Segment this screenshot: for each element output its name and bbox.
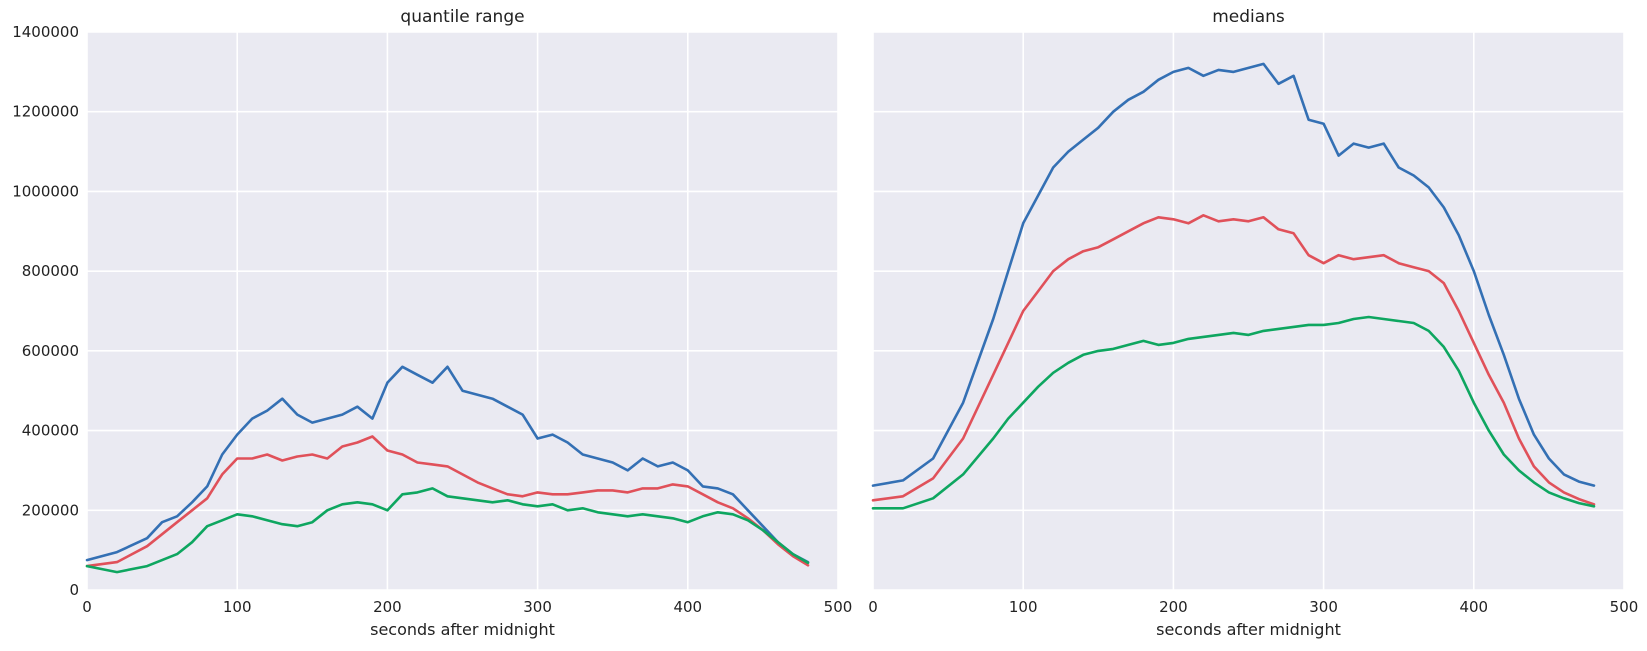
x-axis-label: seconds after midnight [1156, 620, 1341, 639]
y-tick-label: 1400000 [12, 23, 79, 41]
grid-lines [872, 31, 1625, 591]
x-tick-label: 200 [1159, 598, 1188, 616]
x-tick-labels: 0 100 200 300 400 500 [82, 598, 852, 616]
x-tick-label: 100 [1009, 598, 1038, 616]
x-tick-label: 500 [824, 598, 853, 616]
x-tick-label: 200 [373, 598, 402, 616]
series-line-2 [85, 435, 810, 568]
grid-lines [86, 31, 839, 591]
y-tick-label: 1200000 [12, 103, 79, 121]
series-line-3 [85, 487, 810, 574]
y-tick-label: 400000 [22, 422, 79, 440]
x-tick-label: 400 [673, 598, 702, 616]
x-tick-labels: 0 100 200 300 400 500 [868, 598, 1638, 616]
series-line-2 [871, 214, 1596, 506]
x-tick-label: 0 [82, 598, 92, 616]
series-line-1 [85, 365, 810, 564]
panel-medians: 0 100 200 300 400 500 medians seconds after m… [868, 7, 1638, 639]
series-lines [85, 365, 810, 574]
series-lines [871, 62, 1596, 510]
y-tick-labels: 0 200000 400000 600000 800000 1000000 1200000 1… [12, 23, 79, 599]
x-tick-label: 100 [223, 598, 252, 616]
series-line-1 [871, 62, 1596, 487]
y-tick-label: 200000 [22, 501, 79, 519]
plot-area [873, 32, 1624, 590]
series-line-3 [871, 315, 1596, 510]
y-tick-label: 600000 [22, 342, 79, 360]
x-tick-label: 300 [523, 598, 552, 616]
x-tick-label: 400 [1459, 598, 1488, 616]
x-tick-label: 0 [868, 598, 878, 616]
chart-title: medians [1212, 7, 1285, 27]
x-tick-label: 500 [1610, 598, 1639, 616]
y-tick-label: 0 [69, 581, 79, 599]
y-tick-label: 1000000 [12, 182, 79, 200]
y-tick-label: 800000 [22, 262, 79, 280]
chart-title: quantile range [400, 7, 524, 27]
x-axis-label: seconds after midnight [370, 620, 555, 639]
x-tick-label: 300 [1309, 598, 1338, 616]
panel-quantile-range: 0 200000 400000 600000 800000 1000000 1200000 1… [12, 7, 852, 639]
